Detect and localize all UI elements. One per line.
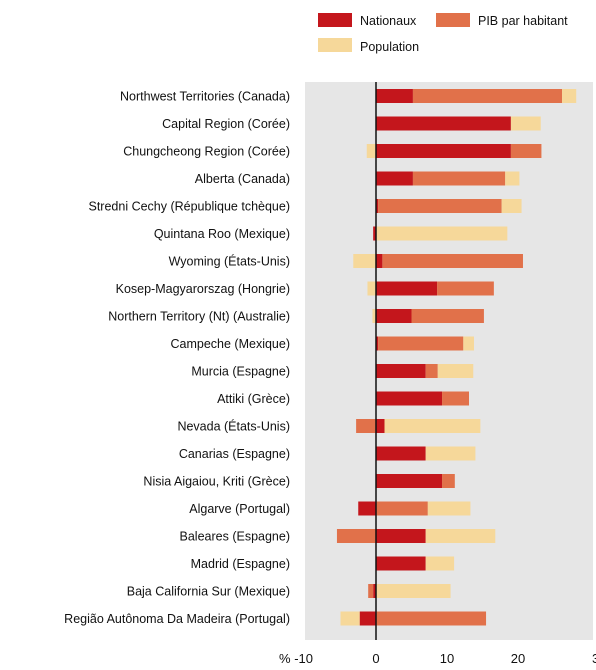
bar-segment-pib-par-habitant bbox=[356, 419, 376, 433]
chart-rows: Northwest Territories (Canada) Capital Re… bbox=[64, 89, 577, 626]
bar-segment-nationaux bbox=[373, 584, 376, 598]
bar-segment-population bbox=[340, 611, 360, 626]
category-label: Região Autônoma Da Madeira (Portugal) bbox=[64, 612, 290, 626]
bar-segment-nationaux bbox=[376, 336, 379, 351]
bar-segment-pib-par-habitant bbox=[425, 364, 438, 378]
bar-segment-pib-par-habitant bbox=[411, 309, 484, 323]
bar-segment-pib-par-habitant bbox=[368, 584, 374, 598]
bar-segment-population bbox=[367, 281, 376, 296]
bar-segment-nationaux bbox=[376, 254, 383, 268]
bar-segment-nationaux bbox=[376, 144, 511, 158]
bar-segment-population bbox=[425, 446, 476, 461]
legend-swatch-nationaux bbox=[318, 13, 352, 27]
bar-segment-population bbox=[376, 226, 508, 241]
category-label: Wyoming (États-Unis) bbox=[169, 254, 290, 269]
bar-segment-pib-par-habitant bbox=[437, 281, 494, 296]
category-label: Stredni Cechy (République tchèque) bbox=[88, 200, 290, 214]
category-label: Kosep-Magyarorszag (Hongrie) bbox=[116, 282, 290, 296]
bar-segment-population bbox=[437, 364, 474, 378]
category-label: Madrid (Espagne) bbox=[191, 557, 290, 571]
bar-segment-pib-par-habitant bbox=[336, 529, 376, 543]
category-label: Quintana Roo (Mexique) bbox=[154, 227, 290, 241]
category-label: Northwest Territories (Canada) bbox=[120, 90, 290, 104]
bar-segment-nationaux bbox=[376, 281, 438, 296]
bar-segment-nationaux bbox=[376, 364, 426, 378]
bar-segment-population bbox=[366, 144, 376, 158]
bar-segment-population bbox=[510, 116, 541, 131]
x-tick-label: 20 bbox=[511, 651, 525, 666]
bar-segment-pib-par-habitant bbox=[378, 199, 502, 213]
bar-segment-pib-par-habitant bbox=[442, 474, 455, 488]
bar-segment-pib-par-habitant bbox=[376, 611, 487, 626]
bar-segment-pib-par-habitant bbox=[442, 391, 470, 406]
bar-segment-nationaux bbox=[376, 419, 385, 433]
category-label: Campeche (Mexique) bbox=[171, 337, 291, 351]
category-label: Murcia (Espagne) bbox=[191, 365, 290, 379]
category-label: Attiki (Grèce) bbox=[217, 392, 290, 406]
bar-segment-nationaux bbox=[376, 391, 443, 406]
bar-segment-pib-par-habitant bbox=[378, 336, 464, 351]
category-label: Nisia Aigaiou, Kriti (Grèce) bbox=[143, 475, 290, 489]
bar-segment-pib-par-habitant bbox=[382, 254, 523, 268]
bar-segment-population bbox=[501, 199, 522, 213]
bar-segment-population bbox=[427, 501, 471, 516]
legend-swatch-population bbox=[318, 38, 352, 52]
bar-segment-population bbox=[505, 171, 520, 186]
bar-segment-nationaux bbox=[376, 446, 426, 461]
plot-background bbox=[305, 82, 593, 640]
bar-segment-population bbox=[384, 419, 481, 433]
bar-segment-nationaux bbox=[376, 309, 412, 323]
bar-segment-nationaux bbox=[376, 199, 379, 213]
bar-segment-population bbox=[425, 529, 496, 543]
bar-segment-population bbox=[463, 336, 474, 351]
bar-segment-population bbox=[425, 556, 455, 571]
legend-label-nationaux: Nationaux bbox=[360, 14, 417, 28]
category-label: Baleares (Espagne) bbox=[180, 530, 290, 544]
category-label: Algarve (Portugal) bbox=[189, 502, 290, 516]
category-label: Nevada (États-Unis) bbox=[177, 419, 290, 434]
category-label: Chungcheong Region (Corée) bbox=[123, 145, 290, 159]
bar-segment-nationaux bbox=[376, 171, 413, 186]
category-label: Canarias (Espagne) bbox=[179, 447, 290, 461]
legend-swatch-pib bbox=[436, 13, 470, 27]
x-axis-ticks: % -10 0 10 20 30 bbox=[279, 651, 596, 666]
bar-segment-nationaux bbox=[359, 611, 376, 626]
bar-segment-pib-par-habitant bbox=[412, 171, 506, 186]
bar-segment-population bbox=[562, 89, 577, 103]
category-label: Northern Territory (Nt) (Australie) bbox=[108, 310, 290, 324]
bar-segment-population bbox=[376, 584, 451, 598]
bar-segment-nationaux bbox=[376, 529, 426, 543]
x-tick-label: % -10 bbox=[279, 651, 313, 666]
bar-segment-nationaux bbox=[376, 116, 511, 131]
bar-segment-nationaux bbox=[373, 226, 376, 241]
category-label: Capital Region (Corée) bbox=[162, 117, 290, 131]
category-label: Alberta (Canada) bbox=[195, 172, 290, 186]
legend-label-pib: PIB par habitant bbox=[478, 14, 568, 28]
legend-label-population: Population bbox=[360, 40, 419, 54]
x-tick-label: 10 bbox=[440, 651, 454, 666]
bar-segment-population bbox=[353, 254, 376, 268]
x-tick-label: 30 bbox=[592, 651, 596, 666]
bar-segment-pib-par-habitant bbox=[376, 501, 428, 516]
bar-segment-population bbox=[372, 309, 376, 323]
category-label: Baja California Sur (Mexique) bbox=[127, 585, 290, 599]
bar-segment-nationaux bbox=[376, 556, 426, 571]
legend: Nationaux PIB par habitant Population bbox=[318, 13, 568, 54]
x-tick-label: 0 bbox=[372, 651, 379, 666]
bar-segment-nationaux bbox=[376, 89, 413, 103]
bar-segment-pib-par-habitant bbox=[412, 89, 563, 103]
bar-segment-nationaux bbox=[376, 474, 443, 488]
bar-segment-nationaux bbox=[358, 501, 376, 516]
bar-segment-pib-par-habitant bbox=[510, 144, 542, 158]
